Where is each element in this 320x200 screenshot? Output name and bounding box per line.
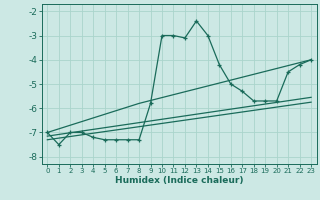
X-axis label: Humidex (Indice chaleur): Humidex (Indice chaleur): [115, 176, 244, 185]
